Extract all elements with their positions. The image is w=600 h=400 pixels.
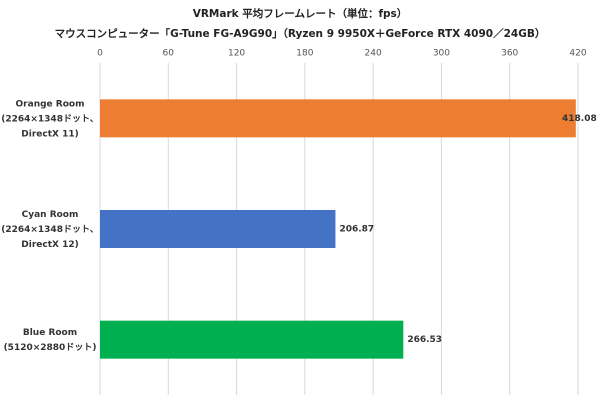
y-tick-label-line: Blue Room <box>23 328 77 338</box>
x-tick-label: 180 <box>296 49 313 59</box>
x-tick-label: 240 <box>365 49 382 59</box>
x-tick-label: 0 <box>97 49 103 59</box>
y-tick-label-line: Cyan Room <box>22 210 79 220</box>
x-tick-label: 60 <box>163 49 175 59</box>
bar <box>100 320 404 359</box>
y-tick-label-line: DirectX 11) <box>21 129 78 139</box>
y-tick-label-line: (2264×1348ドット、 <box>1 113 99 124</box>
y-tick-label: Blue Room (5120×2880ドット) <box>4 328 97 353</box>
y-tick-label-line: (5120×2880ドット) <box>4 342 97 353</box>
bar <box>100 99 576 138</box>
y-tick-label-line: (2264×1348ドット、 <box>1 224 99 235</box>
value-label: 418.08 <box>562 114 597 124</box>
x-tick-label: 420 <box>569 49 586 59</box>
bar <box>100 210 336 248</box>
value-label: 266.53 <box>407 335 442 345</box>
chart-subtitle: マウスコンピューター「G-Tune FG-A9G90」（Ryzen 9 9950… <box>55 27 546 40</box>
y-tick-label-line: DirectX 12) <box>21 240 78 250</box>
y-tick-label-line: Orange Room <box>16 99 85 109</box>
x-tick-label: 360 <box>501 49 518 59</box>
x-tick-label: 120 <box>228 49 245 59</box>
y-tick-label: Cyan Room (2264×1348ドット、 DirectX 12) <box>1 210 99 250</box>
y-tick-label: Orange Room (2264×1348ドット、 DirectX 11) <box>1 99 99 139</box>
chart-title: VRMark 平均フレームレート（単位：fps） <box>193 7 408 20</box>
x-tick-label: 300 <box>433 49 450 59</box>
value-label: 206.87 <box>339 225 374 235</box>
